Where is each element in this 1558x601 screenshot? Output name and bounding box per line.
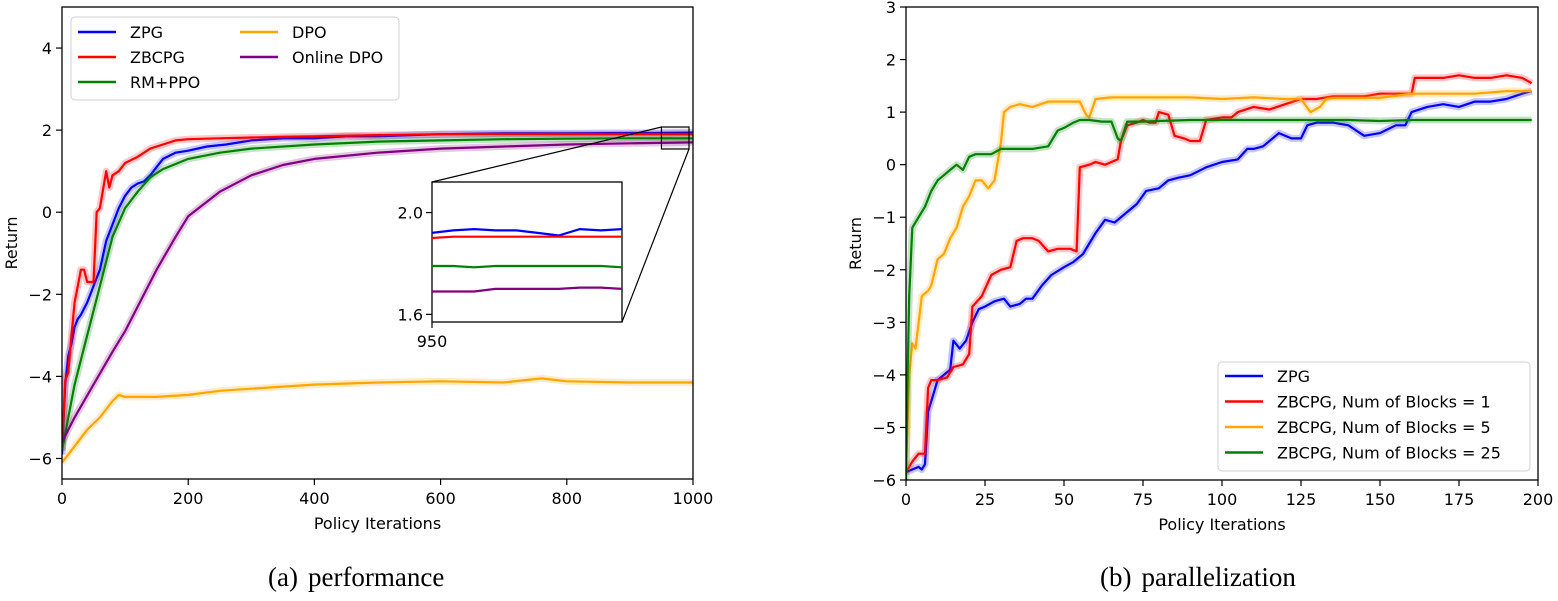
inset-y-tick-label: 2.0 [398,204,423,223]
caption-a-text: performance [307,562,445,592]
x-tick-label: 175 [1444,490,1475,509]
x-tick-label: 50 [1054,490,1074,509]
y-tick-label: −6 [872,471,896,490]
y-tick-label: −1 [872,208,896,227]
x-tick-label: 25 [975,490,995,509]
inset-frame [431,181,623,323]
legend-label-zbcpg-num-of-blocks-1: ZBCPG, Num of Blocks = 1 [1277,393,1491,412]
legend-label-zbcpg-num-of-blocks-5: ZBCPG, Num of Blocks = 5 [1277,418,1491,437]
inset: 1.6 2.0 950 [398,181,623,351]
x-tick-label: 100 [1207,490,1238,509]
band-dpo [62,374,693,465]
x-tick-label: 0 [57,489,67,508]
y-tick-label: −4 [28,367,52,386]
line-dpo [62,377,693,464]
chart-performance: 0 200 400 600 800 1000 −6 −4 −2 0 2 4 Policy Iterati… [2,6,714,533]
x-axis-label: Policy Iterations [1158,515,1285,534]
legend-label-zbcpg-num-of-blocks-25: ZBCPG, Num of Blocks = 25 [1277,444,1501,463]
x-tick-label: 150 [1365,490,1396,509]
x-axis-label: Policy Iterations [314,514,441,533]
legend-label-rm-ppo: RM+PPO [130,73,200,92]
legend-label-dpo: DPO [292,23,327,42]
y-tick-label: −4 [872,366,896,385]
legend-box [1217,361,1531,472]
chart-parallelization: 0 25 50 75 100 125 150 175 200 −6 −5 −4 −3 −2 −1 0 1 2 3 Po… [846,0,1554,534]
y-tick-label: 0 [42,203,52,222]
x-tick-label: 600 [425,489,456,508]
x-tick-label: 200 [173,489,204,508]
legend-box [70,16,400,101]
y-tick-label: −3 [872,313,896,332]
caption-a-tag: (a) [268,562,298,592]
legend-label-zbcpg: ZBCPG [130,48,185,67]
x-tick-label: 0 [901,490,911,509]
y-tick-label: −6 [28,449,52,468]
line-online-dpo [62,141,693,443]
caption-b-tag: (b) [1100,562,1132,592]
x-tick-label: 200 [1523,490,1554,509]
axes-frame [61,6,694,480]
y-tick-label: 4 [42,39,52,58]
line-zpg [906,90,1532,474]
legend-label-online-dpo: Online DPO [292,48,383,67]
y-tick-label: 2 [886,51,896,70]
plot-area [906,71,1534,480]
inset-x-tick-label: 950 [417,332,448,351]
y-tick-label: −2 [28,285,52,304]
caption-b-text: parallelization [1141,562,1296,592]
line-zbcpg-num-of-blocks-5 [906,89,1532,470]
x-tick-label: 400 [299,489,330,508]
inset-line-zbcpg [431,235,622,240]
inset-line-online-dpo [432,286,623,293]
x-tick-label: 1000 [673,489,714,508]
legend-label-zpg: ZPG [130,23,163,42]
caption-a: (a) performance [268,562,444,593]
y-tick-label: 0 [886,156,896,175]
inset-line-rm-ppo [432,264,623,269]
y-tick-label: 2 [42,121,52,140]
caption-b: (b) parallelization [1100,562,1296,593]
line-zbcpg-num-of-blocks-25 [906,118,1532,480]
y-tick-label: 3 [886,0,896,17]
line-rm-ppo [62,137,693,451]
y-tick-label: 1 [886,103,896,122]
y-tick-label: −2 [872,261,896,280]
legend-label-zpg: ZPG [1277,367,1310,386]
zoom-connector [431,126,662,183]
y-tick-label: −5 [872,418,896,437]
zoom-connector [621,148,690,323]
legend: ZPG ZBCPG, Num of Blocks = 1 ZBCPG, Num of… [1217,361,1531,472]
plot-area [62,129,693,465]
y-axis-label: Return [2,216,21,269]
x-tick-label: 125 [1286,490,1317,509]
x-tick-label: 800 [552,489,583,508]
inset-line-zpg [431,227,623,237]
line-zbcpg [62,133,693,451]
legend: ZPG ZBCPG RM+PPO DPO Online DPO [70,16,400,101]
x-tick-label: 75 [1133,490,1153,509]
y-axis-label: Return [846,217,865,270]
inset-y-tick-label: 1.6 [398,305,423,324]
zoom-region-box [660,126,690,150]
